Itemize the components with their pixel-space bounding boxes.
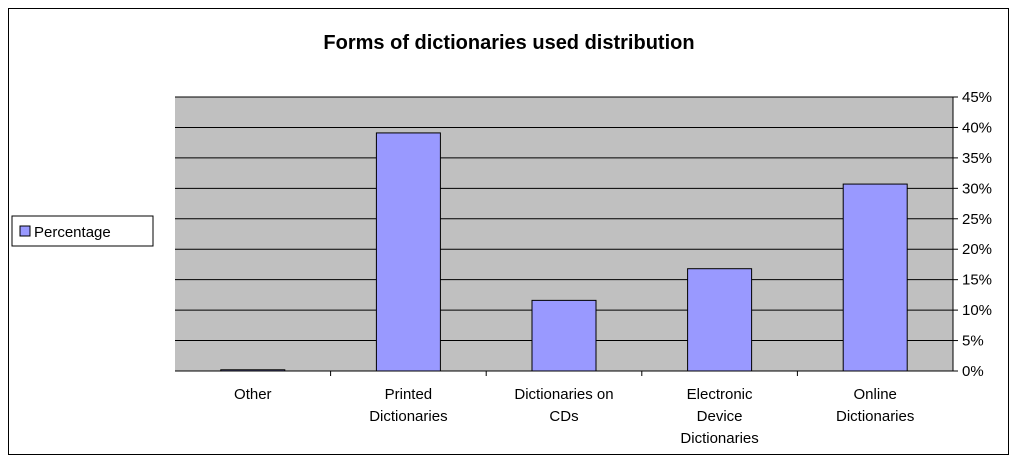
y-tick-label: 45%	[962, 89, 992, 106]
legend: Percentage	[11, 215, 154, 247]
x-axis-categories: Other Printed Dictionaries Dictionaries on C…	[234, 371, 914, 447]
x-category-label-line: Electronic	[687, 386, 753, 403]
y-tick-label: 0%	[962, 363, 984, 380]
x-category-label-line: Dictionaries	[369, 408, 447, 425]
chart-svg: Forms of dictionaries used distribution …	[11, 32, 992, 447]
bar	[687, 268, 753, 372]
x-category-label-line: Device	[697, 408, 743, 425]
x-category-label-line: Dictionaries on	[514, 386, 613, 403]
bar	[375, 132, 441, 372]
x-category-label-line: Printed	[385, 386, 433, 403]
y-tick-label: 5%	[962, 333, 984, 350]
legend-swatch	[19, 225, 31, 237]
chart-title: Forms of dictionaries used distribution	[323, 32, 694, 54]
bars	[220, 132, 908, 372]
x-category-label: Other	[234, 386, 272, 403]
y-axis-ticks: 0% 5% 10% 15% 20% 25% 30% 35% 40% 45%	[953, 89, 992, 380]
x-category-label-line: Dictionaries	[680, 430, 758, 447]
x-category-label: Online Dictionaries	[836, 386, 914, 425]
x-category-label-line: Other	[234, 386, 272, 403]
y-tick-label: 40%	[962, 119, 992, 136]
x-category-label-line: Dictionaries	[836, 408, 914, 425]
legend-box	[11, 215, 154, 247]
y-tick-label: 35%	[962, 150, 992, 167]
legend-label: Percentage	[34, 224, 111, 241]
y-tick-label: 30%	[962, 180, 992, 197]
y-tick-label: 20%	[962, 241, 992, 258]
bar	[531, 299, 597, 372]
x-category-label-line: Online	[854, 386, 897, 403]
x-category-label: Dictionaries on CDs	[514, 386, 613, 425]
chart-frame: Forms of dictionaries used distribution …	[8, 8, 1009, 455]
x-category-label-line: CDs	[549, 408, 578, 425]
bar	[842, 183, 908, 372]
y-tick-label: 15%	[962, 272, 992, 289]
y-tick-label: 10%	[962, 302, 992, 319]
x-category-label: Electronic Device Dictionaries	[680, 386, 758, 447]
x-category-label: Printed Dictionaries	[369, 386, 447, 425]
y-tick-label: 25%	[962, 211, 992, 228]
